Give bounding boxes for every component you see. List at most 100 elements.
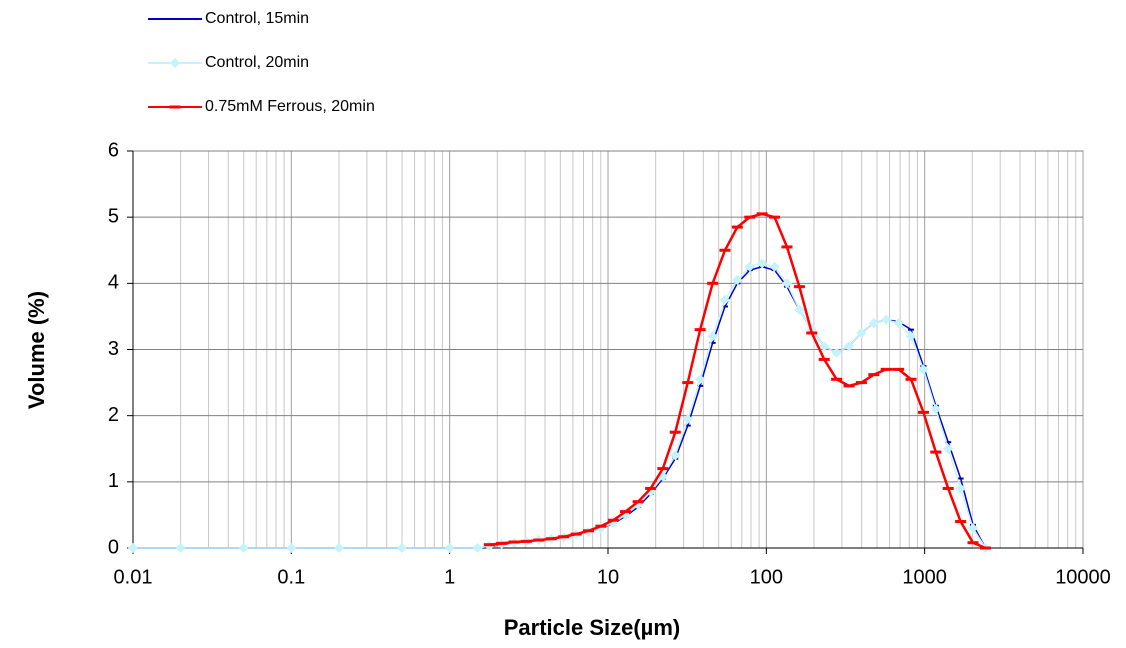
point xyxy=(483,543,495,547)
x-tick-label: 0.01 xyxy=(114,566,153,588)
point xyxy=(545,537,557,541)
y-tick-label: 0 xyxy=(108,536,119,558)
point xyxy=(930,404,941,415)
x-tick-label: 10000 xyxy=(1055,566,1111,588)
point xyxy=(769,215,781,219)
point xyxy=(709,341,716,344)
point xyxy=(172,18,178,20)
point xyxy=(657,467,669,471)
legend-label: 0.75mM Ferrous, 20min xyxy=(205,98,375,115)
legend-label: Control, 20min xyxy=(205,54,309,71)
point xyxy=(670,450,681,461)
point xyxy=(793,285,805,289)
point xyxy=(855,381,867,385)
point xyxy=(908,328,915,331)
point xyxy=(968,523,979,534)
point xyxy=(881,314,892,325)
x-tick-label: 10 xyxy=(597,566,619,588)
point xyxy=(967,541,979,545)
point xyxy=(444,543,455,553)
point xyxy=(843,384,855,388)
point xyxy=(917,410,929,414)
point xyxy=(719,248,731,252)
point xyxy=(695,374,706,385)
point xyxy=(169,105,181,109)
point xyxy=(744,215,756,219)
point xyxy=(905,377,917,381)
point xyxy=(496,541,508,545)
y-tick-label: 6 xyxy=(108,139,119,161)
point xyxy=(945,441,952,444)
point xyxy=(570,532,582,536)
point xyxy=(868,373,880,377)
point xyxy=(397,543,408,553)
point xyxy=(707,281,719,285)
point xyxy=(533,538,545,542)
point xyxy=(769,261,780,272)
point xyxy=(719,294,730,305)
y-axis-label: Volume (%) xyxy=(24,291,49,409)
point xyxy=(694,328,706,332)
point xyxy=(955,520,967,524)
point xyxy=(286,543,297,553)
point xyxy=(781,245,793,249)
point xyxy=(620,510,632,514)
point xyxy=(607,518,619,522)
point xyxy=(831,377,843,381)
point xyxy=(731,225,743,229)
point xyxy=(955,483,966,494)
point xyxy=(707,331,718,342)
point xyxy=(128,543,138,553)
point xyxy=(757,258,768,269)
point xyxy=(781,278,792,289)
y-tick-label: 3 xyxy=(108,338,119,360)
point xyxy=(794,304,805,315)
point xyxy=(893,367,905,371)
y-tick-label: 2 xyxy=(108,404,119,426)
point xyxy=(669,430,681,434)
point xyxy=(806,331,818,335)
point xyxy=(880,367,892,371)
x-axis-label: Particle Size(µm) xyxy=(504,615,681,640)
point xyxy=(943,443,954,454)
point xyxy=(819,341,830,352)
x-tick-label: 100 xyxy=(750,566,783,588)
point xyxy=(558,535,570,539)
point xyxy=(175,543,186,553)
point xyxy=(942,486,954,490)
point xyxy=(697,384,704,387)
point xyxy=(582,529,594,533)
point xyxy=(520,539,532,543)
point xyxy=(893,318,904,329)
point xyxy=(831,347,842,358)
point xyxy=(979,546,991,550)
y-tick-label: 4 xyxy=(108,272,119,294)
x-tick-label: 0.1 xyxy=(277,566,305,588)
point xyxy=(645,486,657,490)
point xyxy=(238,543,249,553)
point xyxy=(170,58,180,68)
point xyxy=(508,540,520,544)
point xyxy=(744,261,755,272)
point xyxy=(843,341,854,352)
point xyxy=(682,381,694,385)
point xyxy=(957,477,964,480)
point xyxy=(930,450,942,454)
point xyxy=(595,524,607,528)
point xyxy=(756,212,768,216)
point xyxy=(818,357,830,361)
point xyxy=(918,364,929,375)
point xyxy=(472,543,483,553)
x-tick-label: 1 xyxy=(444,566,455,588)
point xyxy=(682,413,693,424)
point xyxy=(732,275,743,286)
x-tick-label: 1000 xyxy=(902,566,947,588)
point xyxy=(856,327,867,338)
legend-label: Control, 15min xyxy=(205,10,309,27)
point xyxy=(906,331,917,342)
point xyxy=(868,318,879,329)
point xyxy=(721,305,728,308)
y-tick-label: 5 xyxy=(108,205,119,227)
point xyxy=(632,500,644,504)
